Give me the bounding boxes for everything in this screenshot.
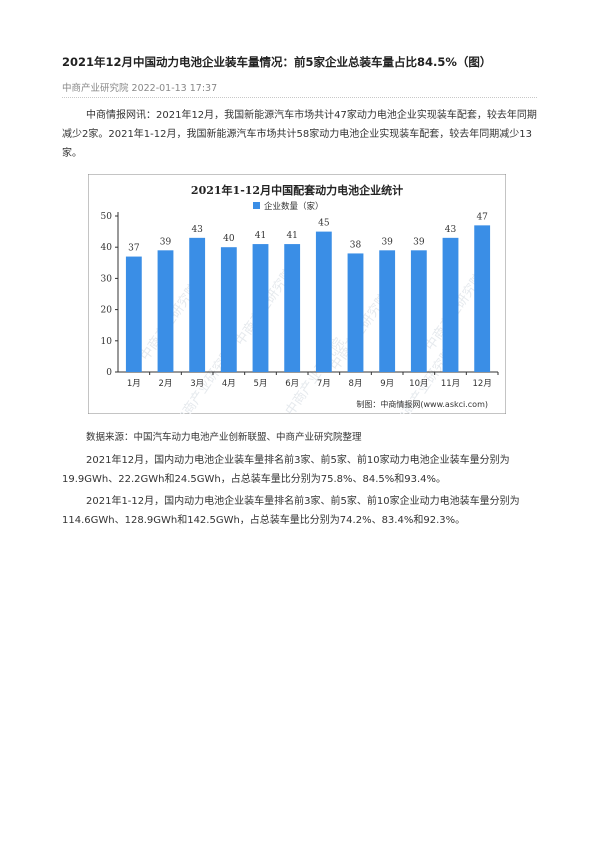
bar-9 <box>379 250 396 372</box>
legend-label: 企业数量（家） <box>264 201 324 212</box>
bar-value-label: 37 <box>128 244 140 254</box>
x-tick-label: 2月 <box>159 379 173 389</box>
y-tick-label: 40 <box>101 243 113 253</box>
article-source-date: 中商产业研究院 2022-01-13 17:37 <box>62 83 218 94</box>
bar-10 <box>410 250 427 372</box>
legend-swatch <box>253 202 260 209</box>
bar-value-label: 43 <box>191 225 203 235</box>
x-tick-label: 9月 <box>380 379 394 389</box>
y-tick-label: 0 <box>106 368 112 378</box>
x-tick-label: 6月 <box>285 379 299 389</box>
y-tick-label: 10 <box>101 337 113 347</box>
bar-5 <box>252 244 269 372</box>
bar-11 <box>442 237 459 372</box>
bar-1 <box>125 256 142 372</box>
x-tick-label: 5月 <box>254 379 268 389</box>
y-tick-label: 30 <box>101 274 113 284</box>
bar-6 <box>284 244 301 372</box>
bar-12 <box>474 225 491 372</box>
bar-8 <box>347 253 364 372</box>
bar-value-label: 45 <box>318 219 330 229</box>
bar-value-label: 38 <box>350 240 362 250</box>
bar-layer: 37 1月 39 2月 43 3月 40 4月 41 5月 41 6月 45 7月 38 8月 39 9月 39 10… <box>125 212 499 389</box>
x-tick-label: 7月 <box>317 379 331 389</box>
paragraph-intro: 中商情报网讯：2021年12月，我国新能源汽车市场共计47家动力电池企业实现装车… <box>62 110 537 159</box>
x-tick-label: 4月 <box>222 379 236 389</box>
bar-value-label: 41 <box>255 231 266 241</box>
article-title: 2021年12月中国动力电池企业装车量情况：前5家企业总装车量占比84.5%（图… <box>62 55 492 69</box>
bar-value-label: 39 <box>413 237 425 247</box>
x-tick-label: 12月 <box>473 379 492 389</box>
bar-2 <box>157 250 174 372</box>
bar-value-label: 39 <box>160 237 172 247</box>
bar-value-label: 41 <box>286 231 297 241</box>
x-tick-label: 10月 <box>409 379 428 389</box>
y-tick-label: 50 <box>101 212 113 222</box>
bar-value-label: 47 <box>476 212 488 222</box>
bar-value-label: 39 <box>381 237 393 247</box>
y-tick-label: 20 <box>101 306 113 316</box>
x-tick-label: 8月 <box>349 379 363 389</box>
bar-3 <box>189 237 206 372</box>
x-tick-label: 3月 <box>190 379 204 389</box>
paragraph-december: 2021年12月，国内动力电池企业装车量排名前3家、前5家、前10家动力电池企业… <box>62 455 510 485</box>
data-source-note: 数据来源：中国汽车动力电池产业创新联盟、中商产业研究院整理 <box>86 432 362 443</box>
bar-value-label: 43 <box>445 225 457 235</box>
chart-credit: 制图：中商情报网(www.askci.com) <box>356 399 488 409</box>
bar-chart: 中商产业研究院中商产业研究院中商产业研究院中商产业研究院中商产业研究院中商产业研… <box>88 174 506 414</box>
x-tick-label: 1月 <box>127 379 141 389</box>
paragraph-annual: 2021年1-12月，国内动力电池企业装车量排名前3家、前5家、前10家企业动力… <box>62 496 520 526</box>
chart-title: 2021年1-12月中国配套动力电池企业统计 <box>191 183 403 197</box>
x-tick-label: 11月 <box>441 379 460 389</box>
bar-value-label: 40 <box>223 234 235 244</box>
bar-7 <box>315 231 332 372</box>
divider <box>62 97 537 99</box>
bar-4 <box>220 247 237 372</box>
